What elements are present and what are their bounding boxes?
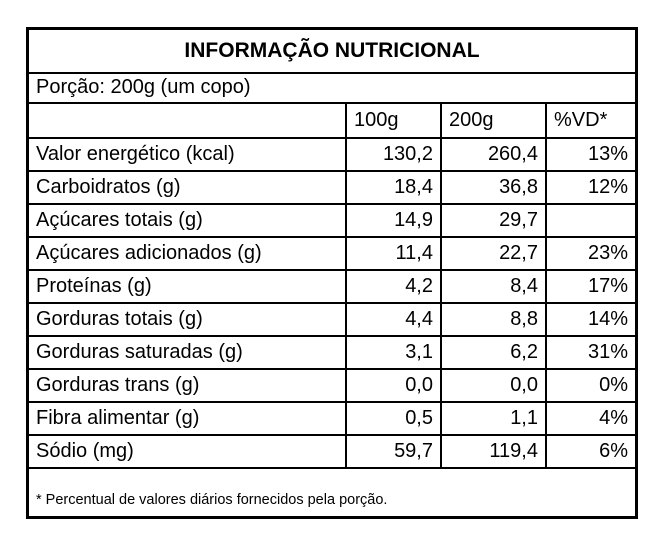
- value-vd: 17%: [545, 270, 635, 304]
- table-row: Gorduras trans (g) 0,0 0,0 0%: [29, 369, 635, 403]
- portion-size: Porção: 200g (um copo): [29, 72, 635, 104]
- value-100g: 11,4: [345, 237, 441, 271]
- table-row: Açúcares adicionados (g) 11,4 22,7 23%: [29, 237, 635, 271]
- value-200g: 119,4: [440, 435, 546, 469]
- nutrient-name: Valor energético (kcal): [29, 138, 346, 172]
- value-200g: 36,8: [440, 171, 546, 205]
- value-100g: 130,2: [345, 138, 441, 172]
- nutrient-name: Proteínas (g): [29, 270, 346, 304]
- nutrient-name: Fibra alimentar (g): [29, 402, 346, 436]
- table-header-row: 100g 200g %VD*: [29, 104, 635, 139]
- nutrient-name: Gorduras totais (g): [29, 303, 346, 337]
- label-title: INFORMAÇÃO NUTRICIONAL: [29, 30, 635, 74]
- nutrient-name: Gorduras saturadas (g): [29, 336, 346, 370]
- value-100g: 59,7: [345, 435, 441, 469]
- nutrient-name: Açúcares adicionados (g): [29, 237, 346, 271]
- table-row: Carboidratos (g) 18,4 36,8 12%: [29, 171, 635, 205]
- table-row: Sódio (mg) 59,7 119,4 6%: [29, 435, 635, 469]
- value-100g: 4,4: [345, 303, 441, 337]
- value-vd: 6%: [545, 435, 635, 469]
- nutrition-table: 100g 200g %VD* Valor energético (kcal) 1…: [29, 104, 635, 469]
- value-100g: 4,2: [345, 270, 441, 304]
- value-vd: 14%: [545, 303, 635, 337]
- value-100g: 0,0: [345, 369, 441, 403]
- value-200g: 1,1: [440, 402, 546, 436]
- value-100g: 3,1: [345, 336, 441, 370]
- value-100g: 18,4: [345, 171, 441, 205]
- value-200g: 260,4: [440, 138, 546, 172]
- value-200g: 8,4: [440, 270, 546, 304]
- value-200g: 8,8: [440, 303, 546, 337]
- value-vd: [545, 204, 635, 238]
- value-200g: 22,7: [440, 237, 546, 271]
- table-row: Açúcares totais (g) 14,9 29,7: [29, 204, 635, 238]
- value-vd: 4%: [545, 402, 635, 436]
- table-row: Proteínas (g) 4,2 8,4 17%: [29, 270, 635, 304]
- header-blank-cell: [29, 104, 346, 139]
- value-vd: 23%: [545, 237, 635, 271]
- nutrition-facts-label: INFORMAÇÃO NUTRICIONAL Porção: 200g (um …: [26, 27, 638, 519]
- value-200g: 6,2: [440, 336, 546, 370]
- header-100g: 100g: [345, 104, 441, 139]
- nutrient-name: Carboidratos (g): [29, 171, 346, 205]
- value-100g: 14,9: [345, 204, 441, 238]
- header-200g: 200g: [440, 104, 546, 139]
- header-vd: %VD*: [545, 104, 635, 139]
- value-200g: 0,0: [440, 369, 546, 403]
- table-row: Gorduras saturadas (g) 3,1 6,2 31%: [29, 336, 635, 370]
- table-row: Fibra alimentar (g) 0,5 1,1 4%: [29, 402, 635, 436]
- table-row: Gorduras totais (g) 4,4 8,8 14%: [29, 303, 635, 337]
- nutrient-name: Sódio (mg): [29, 435, 346, 469]
- nutrient-name: Gorduras trans (g): [29, 369, 346, 403]
- value-vd: 31%: [545, 336, 635, 370]
- value-vd: 12%: [545, 171, 635, 205]
- table-row: Valor energético (kcal) 130,2 260,4 13%: [29, 138, 635, 172]
- value-200g: 29,7: [440, 204, 546, 238]
- value-vd: 13%: [545, 138, 635, 172]
- nutrient-name: Açúcares totais (g): [29, 204, 346, 238]
- value-100g: 0,5: [345, 402, 441, 436]
- footnote: * Percentual de valores diários fornecid…: [36, 491, 388, 508]
- value-vd: 0%: [545, 369, 635, 403]
